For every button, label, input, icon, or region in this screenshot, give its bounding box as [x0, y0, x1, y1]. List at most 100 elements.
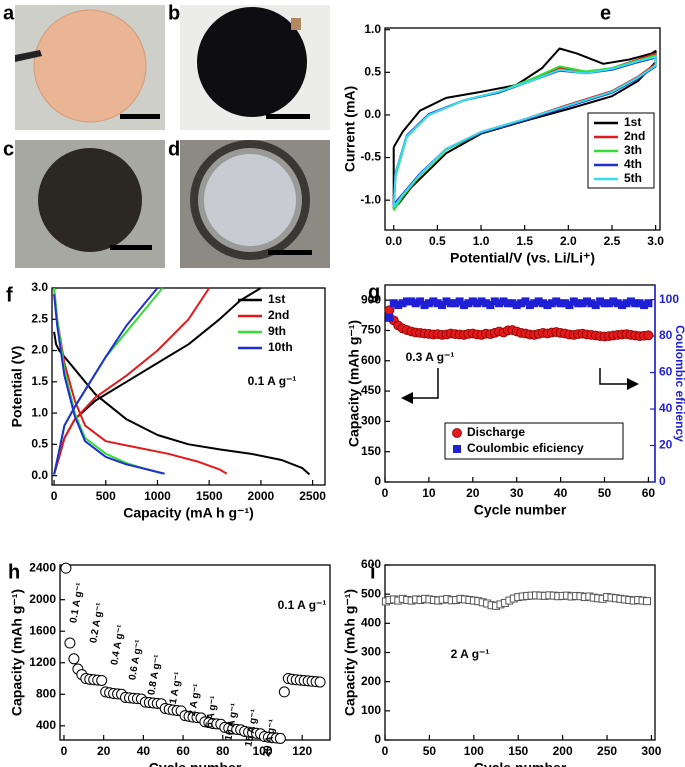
marker	[618, 301, 627, 310]
marker	[596, 297, 605, 306]
legend-label: Discharge	[467, 425, 525, 439]
x-tick-label: 20	[97, 744, 111, 758]
line-series	[392, 47, 657, 208]
line-series	[53, 287, 165, 475]
y-tick-label: 1.0	[31, 405, 48, 419]
y2-tick-label: 100	[659, 292, 679, 306]
plot-frame	[384, 564, 656, 741]
y-tick-label: 3.0	[31, 280, 48, 294]
line-series	[392, 56, 657, 208]
x-tick-label: 20	[466, 486, 480, 500]
panel-label: e	[600, 2, 611, 24]
marker	[490, 297, 499, 306]
y-tick-label: 0.5	[364, 64, 381, 78]
y-tick-label: 0	[374, 474, 381, 488]
marker	[609, 297, 618, 306]
scale-bar	[268, 250, 312, 255]
marker	[451, 299, 460, 308]
x-axis-title: Potential/V (vs. Li/Li⁺)	[450, 250, 595, 266]
annotation: 1 A g⁻¹	[168, 671, 185, 705]
marker	[543, 301, 552, 310]
marker	[411, 299, 420, 308]
panel-label: h	[8, 561, 20, 583]
scale-bar	[120, 114, 160, 119]
marker	[539, 299, 548, 308]
marker	[452, 428, 462, 438]
marker	[626, 297, 635, 306]
y2-tick-label: 20	[659, 438, 673, 452]
y-axis-title: Capacity (mAh g⁻¹)	[9, 589, 25, 716]
legend-label: 2nd	[268, 308, 289, 322]
x-tick-label: 2500	[299, 489, 326, 503]
y-tick-label: 1200	[29, 655, 56, 669]
y-axis-title: Capacity (mAh g⁻¹)	[342, 589, 358, 716]
y-axis-title: Potential (V)	[9, 346, 25, 428]
marker	[446, 299, 455, 308]
x-tick-label: 250	[597, 744, 617, 758]
marker	[416, 297, 425, 306]
marker	[453, 445, 461, 453]
panel-label: a	[3, 2, 15, 24]
x-tick-label: 50	[598, 486, 612, 500]
y-tick-label: 2400	[29, 560, 56, 574]
x-tick-label: 100	[464, 744, 484, 758]
marker	[521, 297, 530, 306]
legend-box	[444, 422, 624, 460]
annotation: 2 A g⁻¹	[451, 647, 490, 661]
y-axis-title: Current (mA)	[342, 86, 358, 172]
marker	[495, 299, 504, 308]
marker	[613, 299, 622, 308]
annotation: 10 A g⁻¹	[223, 702, 241, 742]
y-tick-label: 0	[374, 732, 381, 746]
marker	[429, 297, 438, 306]
y2-axis-title: Coulombic eficiency	[673, 325, 685, 442]
marker	[604, 299, 613, 308]
annotation: 0.1 A g⁻¹	[248, 374, 297, 388]
marker	[565, 301, 574, 310]
x-tick-label: 80	[216, 744, 230, 758]
marker	[574, 299, 583, 308]
x-tick-label: 1000	[144, 489, 171, 503]
x-tick-label: 3.0	[647, 234, 664, 248]
copper-disc	[33, 9, 147, 123]
panel-label: i	[370, 561, 376, 583]
y-tick-label: 0.0	[364, 107, 381, 121]
marker	[420, 301, 429, 310]
axis-arrow	[599, 368, 639, 390]
x-tick-label: 1.5	[516, 234, 533, 248]
y2-tick-label: 0	[659, 474, 666, 488]
x-tick-label: 150	[508, 744, 528, 758]
x-axis-title: Capacity (mA h g⁻¹)	[123, 505, 254, 521]
marker	[582, 297, 591, 306]
y-tick-label: 2000	[29, 592, 56, 606]
panel-label: c	[3, 138, 14, 160]
y-tick-label: 200	[361, 674, 381, 688]
marker	[486, 301, 495, 310]
scale-bar	[266, 114, 310, 119]
x-tick-label: 200	[553, 744, 573, 758]
y-tick-label: 300	[361, 414, 381, 428]
marker	[68, 653, 80, 665]
y-tick-label: 0.5	[31, 437, 48, 451]
y-tick-label: -1.0	[360, 192, 381, 206]
marker	[473, 299, 482, 308]
y-tick-label: 500	[361, 586, 381, 600]
x-tick-label: 0	[61, 744, 68, 758]
marker	[512, 301, 521, 310]
y-tick-label: 600	[361, 557, 381, 571]
y-tick-label: 400	[361, 616, 381, 630]
panel-label: d	[168, 138, 180, 160]
annotation: 0.8 A g⁻¹	[146, 653, 164, 696]
marker	[530, 299, 539, 308]
marker	[389, 299, 398, 308]
marker	[455, 297, 464, 306]
marker	[643, 330, 654, 341]
legend-label: Coulombic eficiency	[467, 441, 584, 455]
x-tick-label: 1500	[196, 489, 223, 503]
legend-label: 5th	[624, 171, 642, 185]
x-tick-label: 40	[554, 486, 568, 500]
marker	[385, 313, 394, 322]
annotation: 0.6 A g⁻¹	[127, 638, 145, 681]
y-tick-label: 750	[361, 323, 381, 337]
plot-frame	[51, 287, 326, 486]
